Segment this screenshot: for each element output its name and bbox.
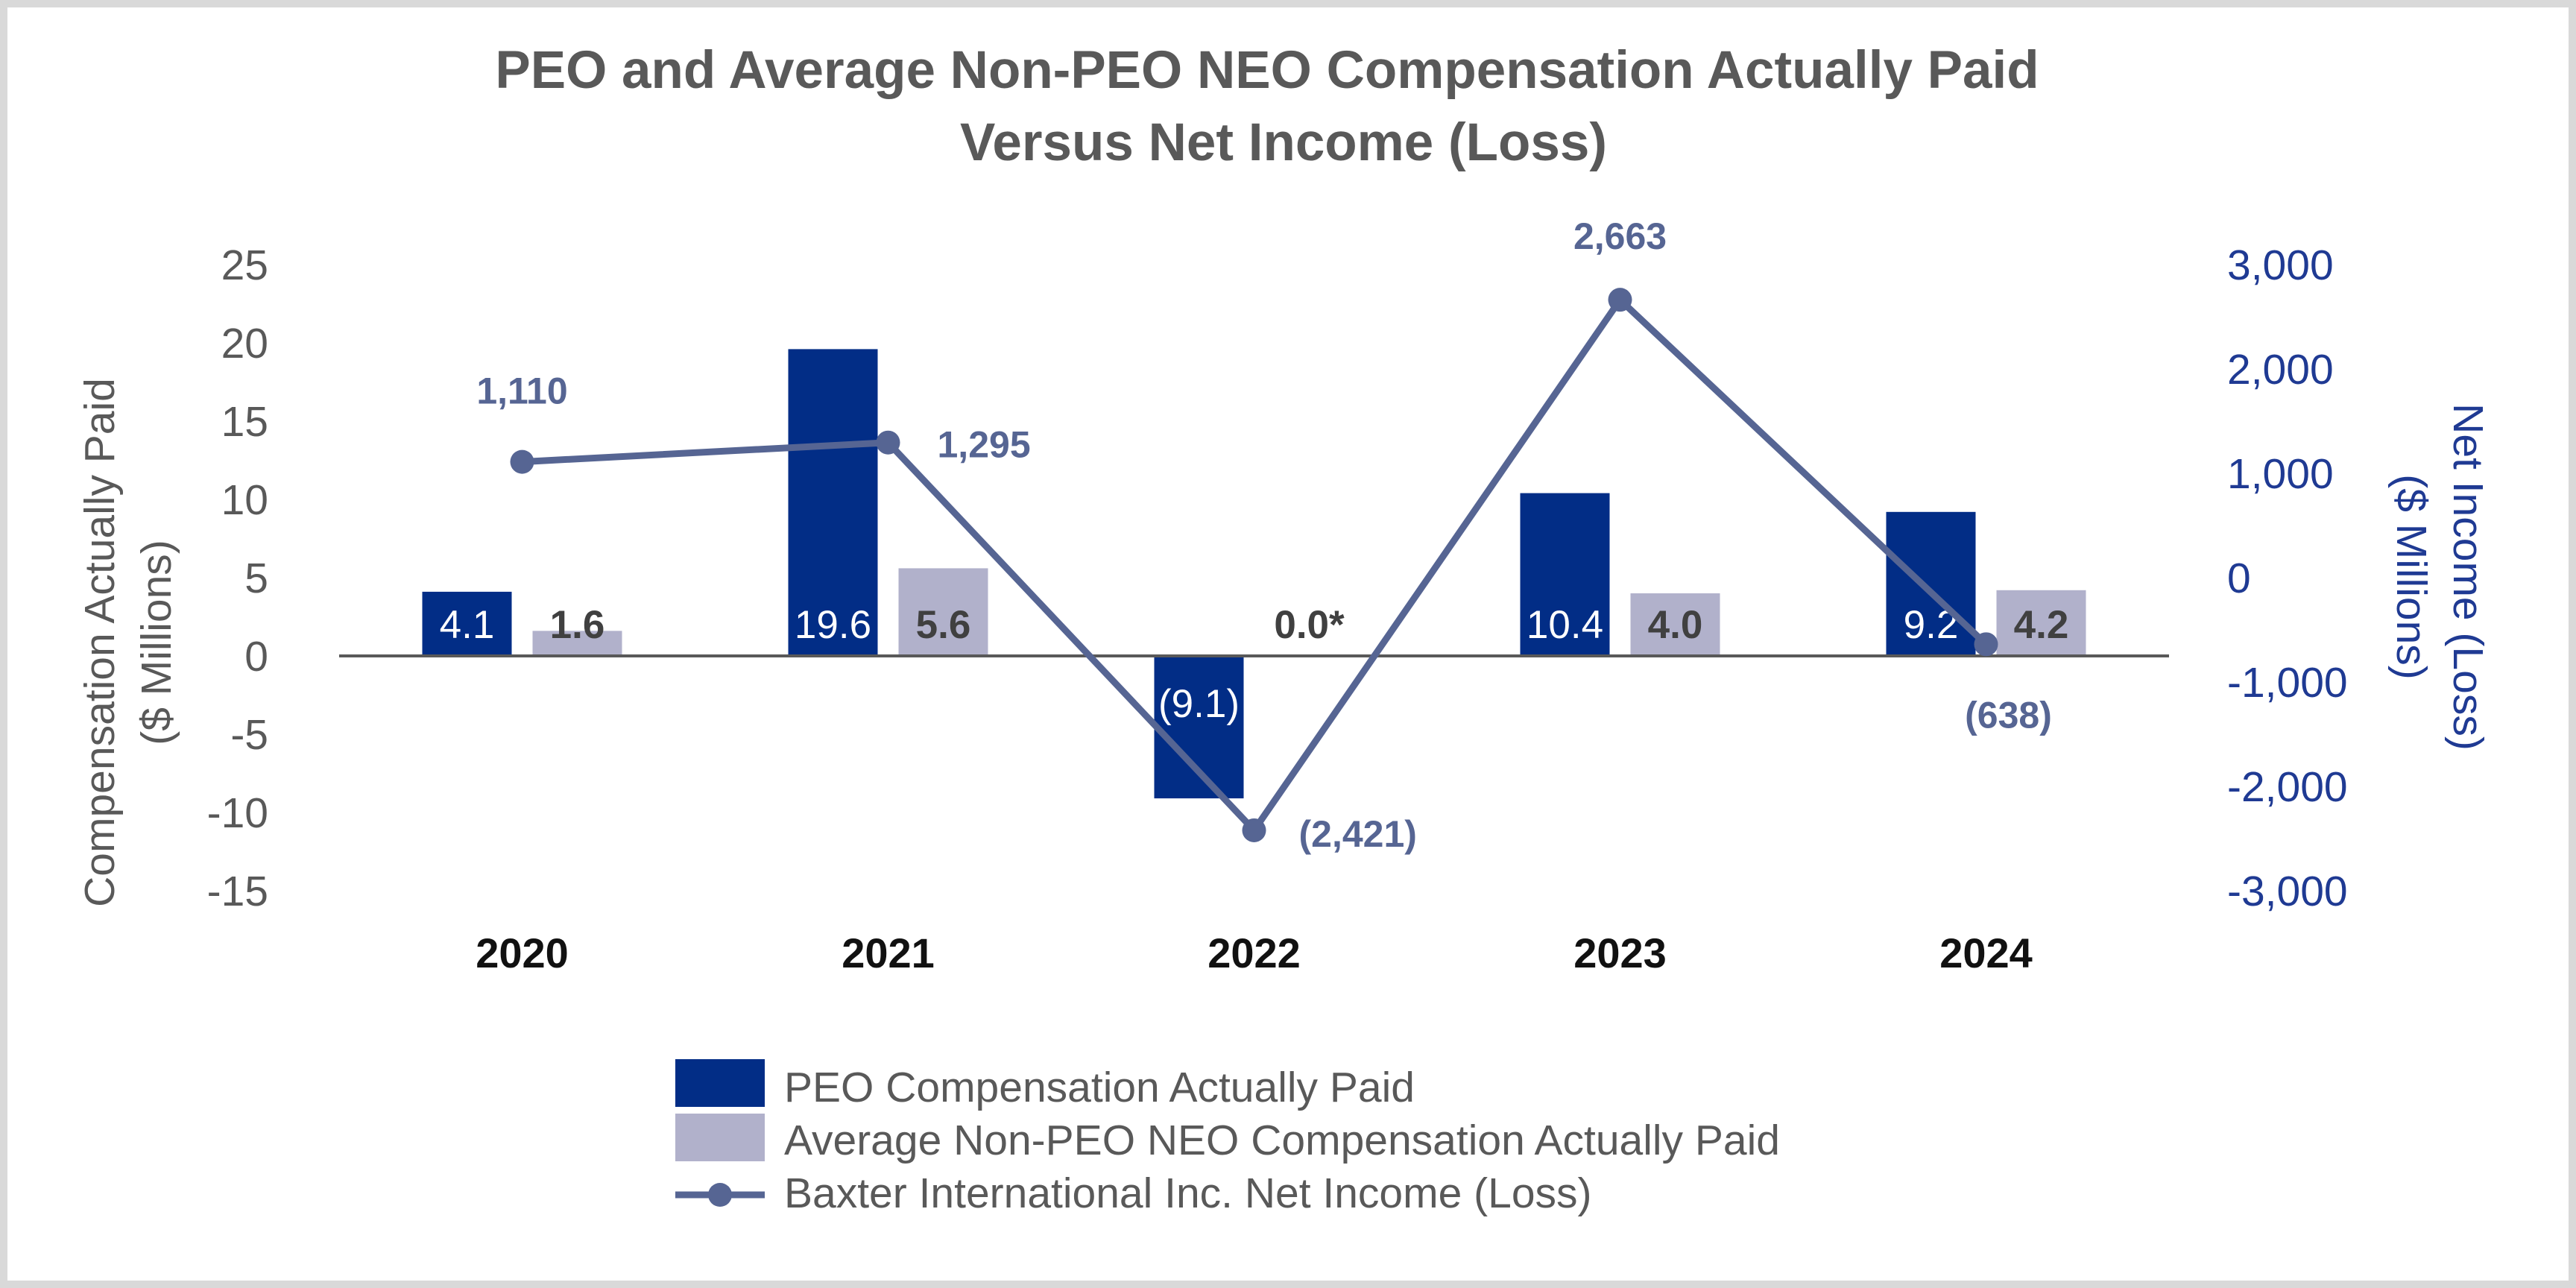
- bar-peo: [1886, 511, 1976, 656]
- legend-swatch-peo: [675, 1059, 765, 1107]
- right-tick-label: 0: [2227, 555, 2251, 602]
- data-label-neo: 4.0: [1648, 603, 1703, 647]
- right-tick-label: -3,000: [2227, 868, 2348, 915]
- category-label: 2024: [1939, 929, 2033, 976]
- legend-marker-net: [708, 1183, 732, 1207]
- bar-peo: [1520, 493, 1610, 656]
- category-label: 2021: [842, 929, 935, 976]
- data-label-peo: (9.1): [1158, 682, 1240, 726]
- left-axis-title-line-2: ($ Millions): [133, 540, 180, 745]
- net-income-line: [522, 296, 1989, 834]
- left-tick-label: 0: [244, 633, 268, 681]
- data-label-neo: 1.6: [550, 603, 605, 647]
- right-axis-title-line-2: ($ Millions): [2387, 474, 2435, 680]
- chart-title-line-2: Versus Net Income (Loss): [960, 113, 1607, 172]
- legend-label-net: Baxter International Inc. Net Income (Lo…: [784, 1169, 1592, 1217]
- net-income-point: [1974, 632, 1998, 657]
- net-income-point: [1608, 288, 1632, 312]
- left-tick-label: -10: [207, 789, 268, 837]
- bar-peo: [422, 591, 512, 656]
- data-label-neo: 0.0*: [1274, 603, 1345, 647]
- data-label-peo: 4.1: [440, 603, 495, 647]
- bar-neo: [1996, 590, 2086, 656]
- right-tick-label: 1,000: [2227, 450, 2334, 498]
- bar-neo: [1630, 593, 1720, 656]
- data-label-net: (638): [1965, 694, 2052, 736]
- left-tick-label: -5: [230, 711, 268, 759]
- net-income-point: [1242, 818, 1266, 842]
- category-label: 2023: [1573, 929, 1667, 976]
- category-label: 2020: [476, 929, 569, 976]
- bar-peo: [788, 349, 878, 656]
- left-tick-label: 20: [221, 320, 268, 367]
- data-label-neo: 4.2: [2014, 603, 2069, 647]
- left-tick-label: 25: [221, 242, 268, 289]
- left-tick-label: 10: [221, 476, 268, 524]
- data-label-net: 2,663: [1573, 215, 1667, 257]
- category-label: 2022: [1208, 929, 1301, 976]
- chart-title-line-1: PEO and Average Non-PEO NEO Compensation…: [495, 41, 2039, 100]
- data-label-net: (2,421): [1299, 813, 1417, 855]
- data-label-net: 1,295: [938, 424, 1031, 466]
- net-income-point: [876, 430, 900, 455]
- data-label-peo: 19.6: [795, 603, 871, 647]
- legend-swatch-neo: [675, 1114, 765, 1161]
- data-label-neo: 5.6: [916, 603, 971, 647]
- left-axis-title-line-1: Compensation Actually Paid: [76, 378, 124, 907]
- right-tick-label: -1,000: [2227, 659, 2348, 707]
- data-label-peo: 10.4: [1527, 603, 1603, 647]
- left-tick-label: 15: [221, 398, 268, 446]
- legend-label-neo: Average Non-PEO NEO Compensation Actuall…: [784, 1117, 1780, 1164]
- legend-label-peo: PEO Compensation Actually Paid: [784, 1064, 1415, 1111]
- right-tick-label: 2,000: [2227, 346, 2334, 394]
- right-axis-title-line-1: Net Income (Loss): [2444, 403, 2492, 751]
- left-tick-label: -15: [207, 868, 268, 915]
- data-label-net: 1,110: [476, 370, 567, 412]
- left-tick-label: 5: [244, 555, 268, 602]
- right-tick-label: -2,000: [2227, 763, 2348, 811]
- right-tick-label: 3,000: [2227, 242, 2334, 289]
- plot-area: 25 20 15 10 5 0 -5 -10 -15 3,000 2,000 1,000 0 -1,000…: [207, 215, 2348, 976]
- net-income-point: [510, 449, 534, 474]
- bar-peo: [1154, 656, 1244, 799]
- bar-neo: [898, 568, 988, 656]
- bar-neo: [532, 631, 622, 656]
